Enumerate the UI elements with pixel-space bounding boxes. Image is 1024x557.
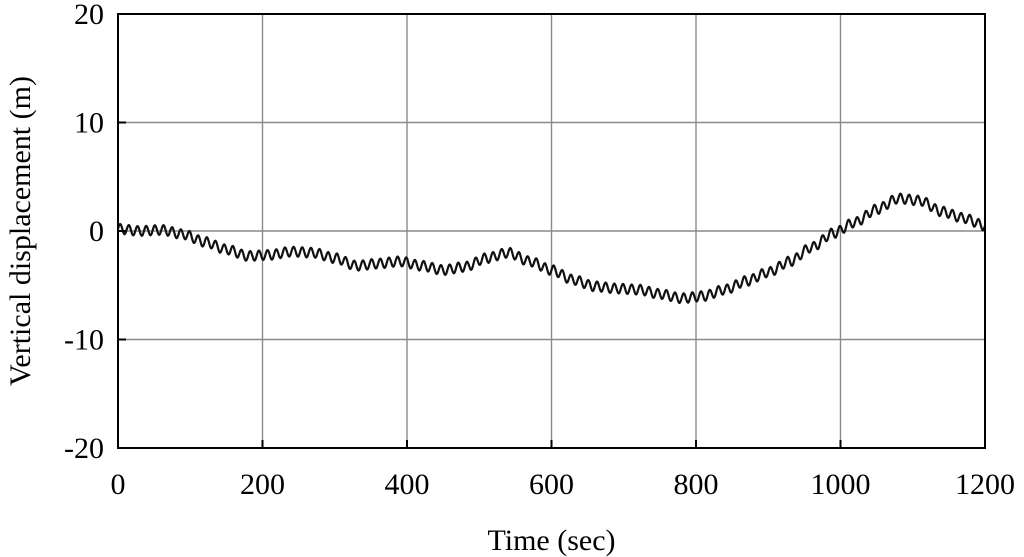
x-tick-label: 200 <box>240 468 285 501</box>
y-tick-label: -20 <box>64 432 104 465</box>
tick-layer <box>117 13 986 449</box>
y-tick-label: 10 <box>74 107 104 140</box>
label-layer: 0 200 400 600 800 1000 1200 20 10 0 -10 -20 <box>64 0 1015 501</box>
y-tick-label: 0 <box>89 215 104 248</box>
y-tick-label: 20 <box>74 0 104 31</box>
grid-layer <box>118 14 985 448</box>
y-tick-label: -10 <box>64 324 104 357</box>
x-tick-label: 800 <box>674 468 719 501</box>
x-tick-label: 1000 <box>811 468 871 501</box>
y-axis-title: Vertical displacement (m) <box>4 76 37 386</box>
series-line-0 <box>116 192 987 305</box>
x-tick-label: 1200 <box>955 468 1015 501</box>
x-tick-label: 400 <box>385 468 430 501</box>
x-tick-label: 0 <box>111 468 126 501</box>
series-layer <box>116 192 987 305</box>
x-tick-label: 600 <box>529 468 574 501</box>
x-axis-title: Time (sec) <box>487 524 615 557</box>
